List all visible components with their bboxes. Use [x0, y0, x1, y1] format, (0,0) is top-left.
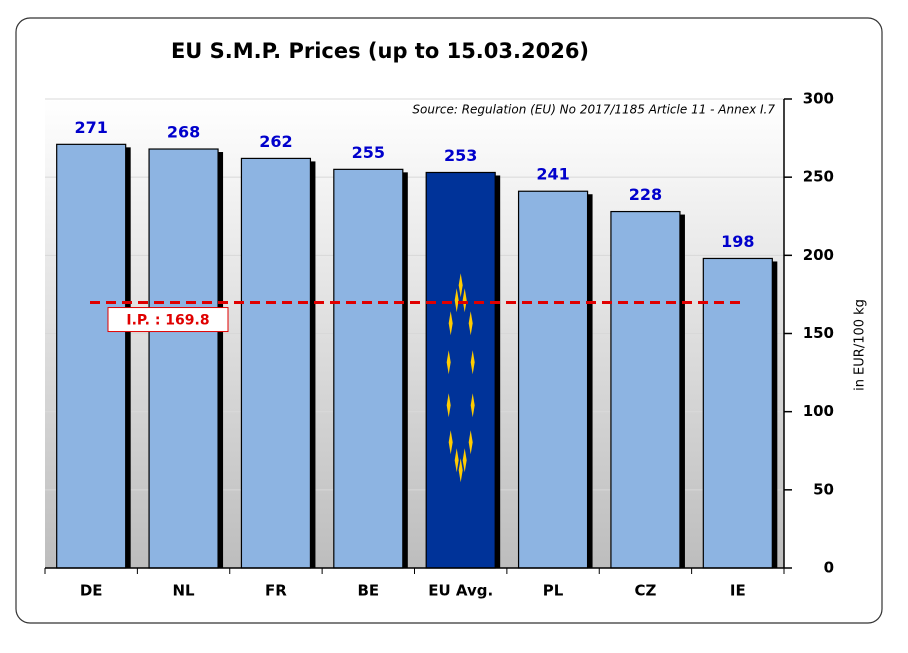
- source: Source: Regulation (EU) No 2017/1185 Art…: [412, 103, 775, 117]
- value-label: 271: [74, 118, 107, 137]
- x-tick-label: CZ: [634, 582, 656, 600]
- value-label: 198: [721, 232, 754, 251]
- bar: [240, 157, 312, 569]
- bar: [702, 257, 773, 569]
- y-axis-label: in EUR/100 kg: [853, 299, 868, 391]
- value-label: 255: [352, 143, 385, 162]
- bar: [56, 143, 127, 569]
- bar: [517, 190, 589, 569]
- x-tick-label: NL: [173, 582, 196, 600]
- y-tick-label: 50: [813, 480, 834, 498]
- x-tick-label: FR: [265, 582, 287, 600]
- star: [454, 288, 459, 313]
- star: [448, 430, 453, 455]
- x-tick-label: IE: [730, 582, 746, 600]
- value-label: 241: [536, 165, 569, 184]
- x-tick-label: DE: [80, 582, 103, 600]
- y-tick-label: 300: [803, 90, 834, 108]
- value-label: 228: [629, 185, 662, 204]
- star: [470, 350, 475, 375]
- y-tick-label: 250: [803, 168, 834, 186]
- chart-title: EU S.M.P. Prices (up to 15.03.2026): [171, 39, 589, 63]
- value-label: 268: [167, 123, 200, 142]
- reference-label: I.P. : 169.8: [126, 313, 209, 329]
- star: [468, 311, 473, 336]
- reference-label-box: [107, 307, 229, 333]
- y-tick-label: 0: [824, 559, 834, 577]
- x-tick-label: BE: [357, 582, 379, 600]
- star: [458, 458, 463, 483]
- star: [448, 311, 453, 336]
- star: [462, 288, 467, 313]
- star: [462, 448, 467, 473]
- star: [458, 273, 463, 298]
- star: [468, 430, 473, 455]
- bar: [610, 210, 681, 569]
- bar: [333, 168, 404, 569]
- star: [446, 350, 451, 375]
- value-label: 262: [259, 132, 292, 151]
- y-tick-label: 100: [803, 402, 834, 420]
- y-tick-label: 200: [803, 246, 834, 264]
- value-label: 253: [444, 146, 477, 165]
- y-tick-label: 150: [803, 324, 834, 342]
- bar: [425, 171, 496, 569]
- bar: [148, 148, 219, 569]
- star: [446, 393, 451, 418]
- star: [470, 393, 475, 418]
- x-tick-label: PL: [543, 582, 564, 600]
- x-tick-label: EU Avg.: [428, 582, 493, 600]
- star: [454, 448, 459, 473]
